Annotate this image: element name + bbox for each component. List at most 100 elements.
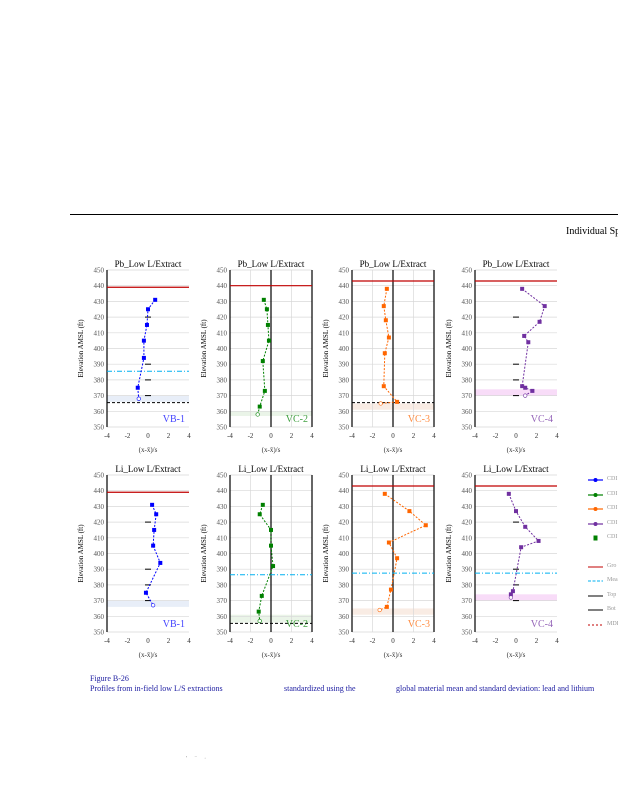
x-tick-label: 2	[290, 637, 294, 645]
site-label: VC-3	[408, 619, 430, 630]
data-point	[257, 512, 262, 517]
y-tick-label: 450	[462, 267, 473, 275]
data-point	[265, 322, 270, 327]
y-tick-label: 430	[94, 503, 105, 511]
data-point	[262, 388, 267, 393]
footer-marks: ' ¨ ·	[186, 756, 210, 762]
x-tick-label: -2	[370, 637, 376, 645]
data-point	[266, 338, 271, 343]
y-tick-label: 440	[339, 487, 350, 495]
profile-line	[380, 288, 399, 404]
data-point	[135, 385, 140, 390]
y-tick-label: 400	[462, 345, 473, 353]
legend-item: CDI	[588, 491, 618, 506]
legend-item: Bot	[588, 606, 618, 621]
data-point	[522, 333, 527, 338]
x-tick-label: -2	[125, 637, 131, 645]
y-tick-label: 370	[339, 392, 350, 400]
x-tick-label: 2	[167, 432, 171, 440]
legend-swatch-icon	[588, 580, 603, 582]
y-tick-label: 410	[94, 534, 105, 542]
y-tick-label: 390	[339, 566, 350, 574]
legend-label: MDI	[607, 620, 618, 627]
y-tick-label: 380	[339, 376, 350, 384]
y-tick-label: 400	[94, 345, 105, 353]
data-point	[158, 560, 163, 565]
x-tick-label: -4	[349, 637, 355, 645]
y-tick-label: 350	[94, 629, 105, 637]
legend-swatch-icon	[588, 507, 603, 511]
y-tick-label: 390	[217, 566, 228, 574]
y-tick-label: 360	[94, 613, 105, 621]
x-tick-label: 2	[290, 432, 294, 440]
x-tick-label: 0	[514, 432, 518, 440]
data-point	[382, 351, 387, 356]
y-tick-label: 410	[94, 329, 105, 337]
site-label: VC-4	[531, 414, 553, 425]
legend: CDI CDI CDI CDI CDI Gro Mea Top Bot MDI	[588, 476, 618, 635]
chart-title: Li_Low L/Extract	[483, 464, 549, 474]
plot-area: 350 360 370 380 390 400 410 420 430 440 450 -4 -2 0 2 4…	[322, 464, 436, 659]
legend-label: CDI	[607, 534, 618, 540]
y-tick-label: 360	[339, 408, 350, 416]
legend-swatch-icon	[593, 535, 598, 541]
y-tick-label: 380	[462, 376, 473, 384]
data-point	[271, 564, 276, 569]
y-tick-label: 450	[217, 267, 228, 275]
chart-title: Pb_Low L/Extract	[115, 259, 182, 269]
data-point	[520, 286, 525, 291]
data-point	[381, 304, 386, 309]
y-tick-label: 380	[94, 376, 105, 384]
sample-interval-band	[475, 594, 557, 601]
legend-label: Bot	[607, 606, 616, 612]
site-label: VC-3	[408, 414, 430, 425]
y-tick-label: 420	[339, 314, 350, 322]
y-tick-label: 430	[462, 503, 473, 511]
x-tick-label: 2	[412, 637, 416, 645]
data-point	[269, 543, 273, 548]
y-tick-label: 350	[217, 629, 228, 637]
y-tick-label: 400	[217, 345, 228, 353]
data-point	[261, 297, 266, 302]
site-label: VC-2	[286, 619, 308, 630]
x-tick-label: 4	[555, 432, 559, 440]
chart-title: Pb_Low L/Extract	[360, 259, 427, 269]
plot-area: 350 360 370 380 390 400 410 420 430 440 450 -4 -2 0 2 4…	[77, 464, 191, 659]
y-tick-label: 360	[94, 408, 105, 416]
y-tick-label: 360	[339, 613, 350, 621]
data-point	[536, 538, 541, 543]
y-tick-label: 410	[217, 329, 228, 337]
data-point	[256, 609, 261, 614]
y-tick-label: 360	[217, 613, 228, 621]
plot-area: 350 360 370 380 390 400 410 420 430 440 450 -4 -2 0 2 4…	[445, 464, 559, 659]
data-point	[152, 527, 157, 532]
legend-label: Gro	[607, 562, 617, 569]
profile-line	[137, 299, 156, 399]
y-tick-label: 350	[94, 424, 105, 432]
y-axis-label: Elevation AMSL (ft)	[200, 319, 208, 378]
data-point-below-mdl	[151, 603, 156, 608]
y-tick-label: 410	[462, 329, 473, 337]
x-tick-label: 2	[412, 432, 416, 440]
data-point	[537, 319, 542, 324]
chart-title: Pb_Low L/Extract	[238, 259, 305, 269]
y-tick-label: 370	[94, 392, 105, 400]
y-axis-label: Elevation AMSL (ft)	[77, 524, 85, 583]
y-tick-label: 350	[217, 424, 228, 432]
data-point	[150, 502, 155, 507]
y-tick-label: 420	[217, 314, 228, 322]
y-tick-label: 450	[94, 267, 105, 275]
data-point-below-mdl	[136, 396, 141, 401]
x-tick-label: 4	[310, 432, 314, 440]
y-axis-label: Elevation AMSL (ft)	[445, 524, 453, 583]
x-axis-label: (x-x̄)/s	[507, 446, 526, 454]
profile-chart-5: 350 360 370 380 390 400 410 420 430 440 450 -4 -2 0 2 4…	[77, 464, 191, 659]
y-tick-label: 350	[462, 424, 473, 432]
data-point	[523, 524, 528, 529]
y-tick-label: 420	[339, 519, 350, 527]
x-tick-label: -2	[248, 432, 254, 440]
y-tick-label: 380	[217, 581, 228, 589]
legend-swatch-icon	[588, 595, 603, 596]
y-tick-label: 450	[462, 472, 473, 480]
y-tick-label: 380	[339, 581, 350, 589]
